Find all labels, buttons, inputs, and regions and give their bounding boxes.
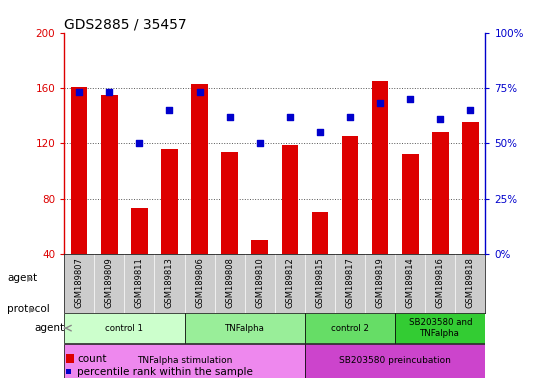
Point xyxy=(225,114,234,120)
Bar xyxy=(185,313,305,343)
Text: GSM189811: GSM189811 xyxy=(135,257,144,308)
Text: protocol: protocol xyxy=(7,304,50,314)
Bar xyxy=(402,154,418,254)
Text: TNFalpha stimulation: TNFalpha stimulation xyxy=(137,356,232,366)
Text: GSM189813: GSM189813 xyxy=(165,257,174,308)
Text: SB203580 and
TNFalpha: SB203580 and TNFalpha xyxy=(408,318,472,338)
Bar xyxy=(305,313,395,343)
Text: control 1: control 1 xyxy=(105,324,143,333)
Point xyxy=(195,89,204,96)
Bar xyxy=(252,240,268,254)
Bar xyxy=(305,344,485,377)
Text: GSM189818: GSM189818 xyxy=(466,257,475,308)
Bar xyxy=(341,136,358,254)
Bar xyxy=(131,208,148,254)
Bar xyxy=(191,84,208,254)
Text: GSM189810: GSM189810 xyxy=(255,257,264,308)
Text: GSM189806: GSM189806 xyxy=(195,257,204,308)
Point xyxy=(345,114,354,120)
Bar xyxy=(161,149,178,254)
Point xyxy=(315,129,324,135)
Bar xyxy=(222,152,238,254)
Text: agent: agent xyxy=(35,323,65,333)
Bar xyxy=(71,86,88,254)
Text: GSM189812: GSM189812 xyxy=(285,257,295,308)
Point xyxy=(165,107,174,113)
Bar xyxy=(101,95,118,254)
Point xyxy=(466,107,475,113)
Point xyxy=(105,89,114,96)
Bar xyxy=(282,145,298,254)
Bar xyxy=(395,313,485,343)
Text: GSM189815: GSM189815 xyxy=(315,257,324,308)
Point xyxy=(256,140,264,146)
Point xyxy=(285,114,294,120)
Text: GSM189817: GSM189817 xyxy=(345,257,354,308)
Point xyxy=(135,140,144,146)
Text: SB203580 preincubation: SB203580 preincubation xyxy=(339,356,451,366)
Text: GSM189808: GSM189808 xyxy=(225,257,234,308)
Text: GSM189814: GSM189814 xyxy=(406,257,415,308)
Text: GSM189809: GSM189809 xyxy=(105,257,114,308)
Text: count: count xyxy=(77,354,107,364)
Text: percentile rank within the sample: percentile rank within the sample xyxy=(77,367,253,377)
Text: GDS2885 / 35457: GDS2885 / 35457 xyxy=(64,18,187,31)
Point xyxy=(376,100,384,106)
Text: ▶: ▶ xyxy=(27,274,33,283)
Bar xyxy=(462,122,479,254)
Text: GSM189807: GSM189807 xyxy=(75,257,84,308)
Text: TNFalpha: TNFalpha xyxy=(225,324,264,333)
Bar xyxy=(312,212,328,254)
Point xyxy=(406,96,415,102)
Bar xyxy=(64,313,185,343)
Point xyxy=(75,89,84,96)
Text: GSM189816: GSM189816 xyxy=(436,257,445,308)
Text: GSM189819: GSM189819 xyxy=(376,257,384,308)
Text: ▶: ▶ xyxy=(29,305,36,314)
Bar xyxy=(64,344,305,377)
Bar xyxy=(372,81,388,254)
Bar xyxy=(432,132,449,254)
Point xyxy=(436,116,445,122)
Text: agent: agent xyxy=(7,273,37,283)
Text: control 2: control 2 xyxy=(331,324,369,333)
